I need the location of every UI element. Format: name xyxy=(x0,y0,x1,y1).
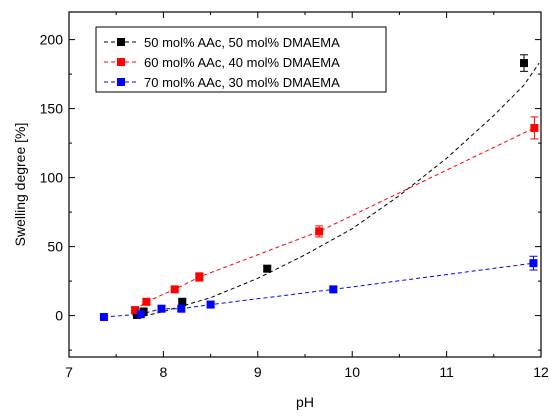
data-point-series-3 xyxy=(99,312,108,321)
fit-line-series-1 xyxy=(136,62,540,319)
data-point-series-3 xyxy=(157,304,166,313)
y-tick-label: 50 xyxy=(47,239,63,255)
y-tick-label: 200 xyxy=(40,32,64,48)
x-tick-label: 10 xyxy=(344,364,360,380)
data-point-series-2 xyxy=(315,227,324,236)
fit-line-series-2 xyxy=(134,127,535,311)
x-tick-label: 9 xyxy=(254,364,262,380)
data-point-series-2 xyxy=(530,123,539,132)
data-point-series-1 xyxy=(263,264,272,273)
x-tick-label: 12 xyxy=(533,364,549,380)
data-point-series-3 xyxy=(329,285,338,294)
y-tick-label: 0 xyxy=(55,308,63,324)
data-point-series-3 xyxy=(529,259,538,268)
data-point-series-3 xyxy=(177,304,186,313)
x-axis-ticks: 7 8 9 10 11 12 xyxy=(65,12,549,380)
x-tick-label: 8 xyxy=(160,364,168,380)
legend-label: 70 mol% AAc, 30 mol% DMAEMA xyxy=(144,75,340,90)
y-tick-label: 100 xyxy=(40,170,64,186)
data-point-series-1 xyxy=(178,297,187,306)
data-point-series-3 xyxy=(136,310,145,319)
legend: 50 mol% AAc, 50 mol% DMAEMA 60 mol% AAc, … xyxy=(95,26,387,93)
legend-label: 60 mol% AAc, 40 mol% DMAEMA xyxy=(144,55,340,70)
data-point-series-2 xyxy=(170,285,179,294)
x-tick-label: 11 xyxy=(439,364,454,380)
y-axis-label: Swelling degree [%] xyxy=(12,123,28,247)
legend-marker xyxy=(117,78,125,86)
y-tick-label: 150 xyxy=(40,101,64,117)
data-point-series-2 xyxy=(142,297,151,306)
fit-lines xyxy=(103,62,540,319)
legend-label: 50 mol% AAc, 50 mol% DMAEMA xyxy=(144,35,340,50)
x-axis-label: pH xyxy=(296,394,314,410)
y-axis-ticks: 0 50 100 150 200 xyxy=(40,32,541,351)
data-point-series-3 xyxy=(206,300,215,309)
legend-marker xyxy=(117,38,125,46)
error-bars xyxy=(99,54,539,319)
data-point-series-2 xyxy=(131,306,140,315)
legend-box xyxy=(95,26,387,93)
data-points xyxy=(99,59,539,321)
x-tick-label: 7 xyxy=(65,364,73,380)
data-point-series-1 xyxy=(520,59,529,68)
legend-marker xyxy=(117,58,125,66)
fit-line-series-3 xyxy=(103,262,534,318)
data-point-series-2 xyxy=(195,272,204,281)
